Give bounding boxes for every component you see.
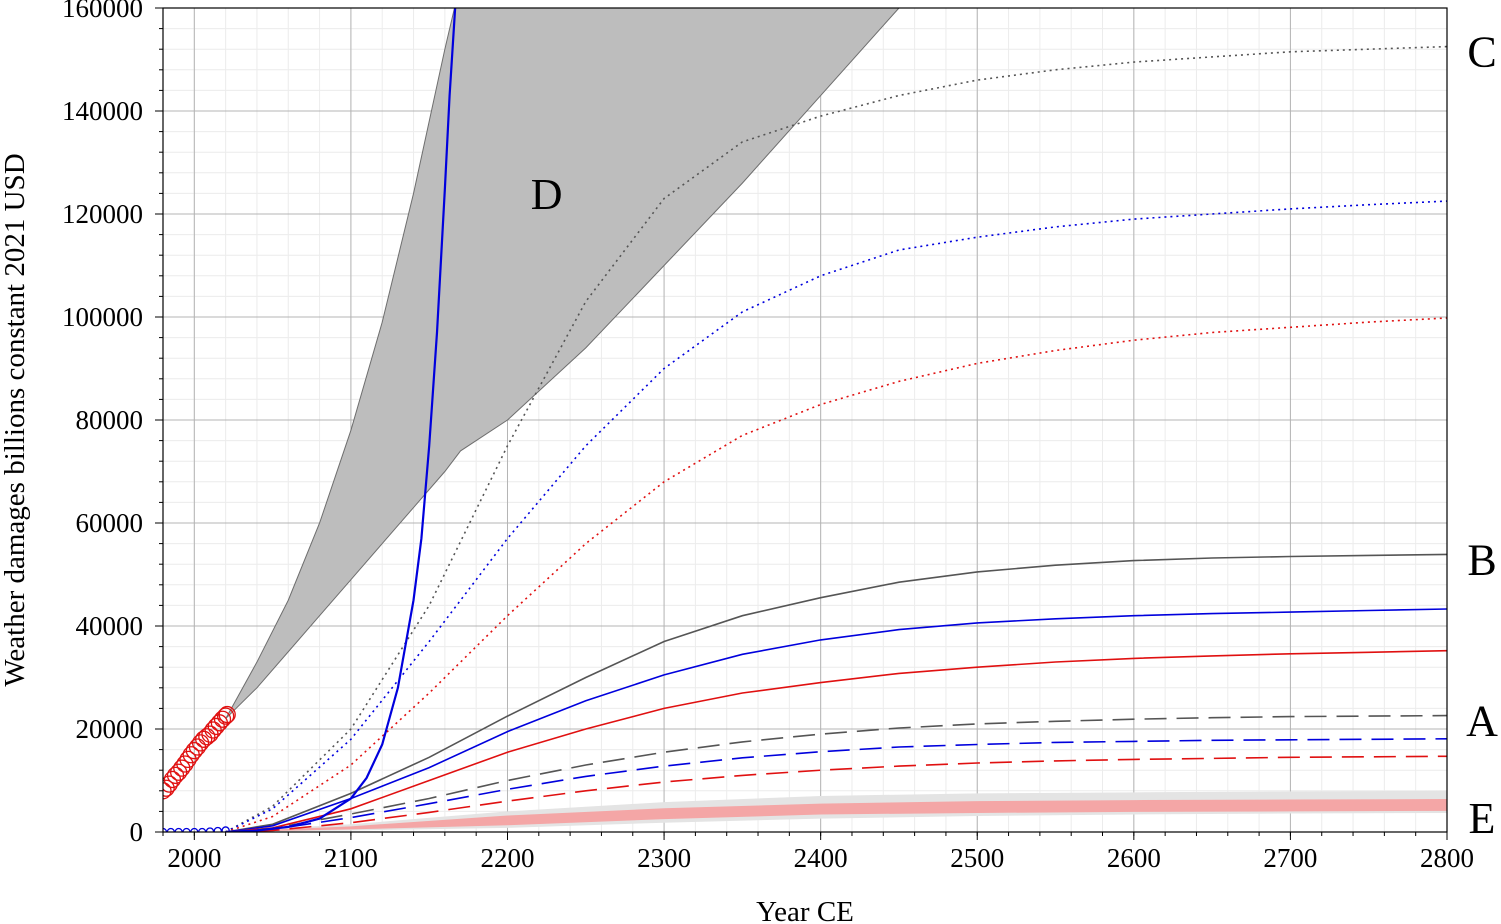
x-tick-label: 2300	[637, 843, 691, 873]
uncertainty-bands	[225, 8, 1447, 832]
x-axis-title: Year CE	[756, 896, 854, 924]
curve-label-d: D	[531, 170, 563, 219]
x-tick-label: 2600	[1107, 843, 1161, 873]
model-point	[190, 827, 199, 832]
observed-point	[218, 705, 236, 724]
curve-label-b: B	[1467, 535, 1496, 584]
x-tick-label: 2800	[1420, 843, 1474, 873]
y-tick-label: 40000	[76, 611, 144, 641]
series-c-0	[225, 45, 1447, 832]
series-fast-9	[225, 8, 457, 832]
observed-point	[213, 710, 232, 728]
x-tick-label: 2100	[324, 843, 378, 873]
model-point	[182, 827, 191, 832]
y-tick-label: 0	[130, 817, 144, 847]
model-point	[213, 826, 222, 832]
band-e-red	[225, 799, 1447, 832]
observed-point	[163, 775, 178, 793]
curve-label-e: E	[1469, 794, 1496, 843]
x-tick-label: 2400	[794, 843, 848, 873]
x-tick-label: 2000	[167, 843, 221, 873]
observed-point	[163, 782, 172, 800]
series-c-1	[225, 200, 1447, 832]
curve-label-c: C	[1467, 28, 1496, 77]
y-tick-label: 160000	[62, 0, 143, 23]
x-tick-label: 2200	[480, 843, 534, 873]
y-tick-label: 140000	[62, 96, 143, 126]
observed-point	[195, 730, 213, 748]
observed-point	[216, 707, 235, 725]
y-tick-label: 120000	[62, 199, 143, 229]
curve-label-a: A	[1466, 697, 1498, 746]
series-b-4	[225, 608, 1447, 832]
y-axis-title: Weather damages billions constant 2021 U…	[0, 153, 31, 686]
tick-labels: 2000 2100 2200 2300 2400 2500 2600 2700 2800 0 200…	[62, 0, 1474, 873]
x-tick-label: 2700	[1263, 843, 1317, 873]
y-tick-label: 80000	[76, 405, 144, 435]
series-b-3	[225, 553, 1447, 832]
series-a-6	[225, 714, 1447, 832]
observed-point	[173, 759, 191, 777]
x-tick-label: 2500	[950, 843, 1004, 873]
model-point	[166, 827, 175, 832]
y-tick-label: 20000	[76, 714, 144, 744]
observed-point	[198, 728, 216, 746]
plot-frame	[155, 7, 1448, 840]
observed-point	[176, 755, 194, 773]
model-point	[221, 826, 230, 832]
model-point	[174, 827, 183, 832]
y-tick-label: 60000	[76, 508, 144, 538]
series-lines	[225, 8, 1447, 832]
series-a-8	[225, 755, 1447, 832]
observed-point	[191, 734, 210, 752]
data-points	[163, 705, 236, 832]
y-tick-label: 100000	[62, 302, 143, 332]
observed-point	[179, 750, 197, 769]
curve-letter-labels: D C B AE	[531, 28, 1498, 844]
model-point	[197, 827, 207, 832]
series-a-7	[225, 738, 1447, 832]
band-d	[225, 8, 900, 720]
series-b-5	[225, 649, 1447, 832]
observed-point	[163, 779, 175, 797]
